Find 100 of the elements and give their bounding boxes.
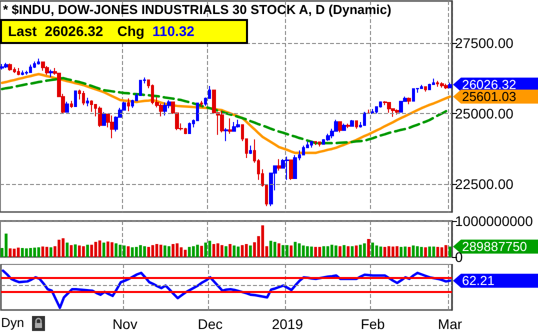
bar xyxy=(204,242,208,257)
bar xyxy=(78,245,81,257)
bar xyxy=(404,246,407,257)
bar xyxy=(86,244,89,257)
x-tick-label: Feb xyxy=(360,316,386,332)
candlestick xyxy=(318,141,321,147)
bar xyxy=(318,246,322,257)
annotation: Chg xyxy=(117,23,144,39)
bar xyxy=(224,246,228,257)
x-tick-label: Nov xyxy=(112,316,138,332)
candlestick xyxy=(200,100,203,108)
bar xyxy=(420,246,423,257)
bar xyxy=(62,238,65,257)
bar xyxy=(358,244,362,257)
candlestick xyxy=(98,106,102,128)
candlestick xyxy=(277,158,281,172)
bar xyxy=(290,245,293,257)
bar xyxy=(143,246,146,257)
bar xyxy=(134,246,138,257)
bar xyxy=(33,248,36,257)
candlestick xyxy=(387,102,391,114)
bar xyxy=(334,245,338,257)
bar xyxy=(200,246,203,257)
bar xyxy=(147,246,150,257)
candlestick xyxy=(363,111,366,126)
bar xyxy=(278,243,280,257)
bar xyxy=(188,246,191,257)
bar xyxy=(74,244,77,257)
y-tick-label: 22500.00 xyxy=(455,176,514,192)
bar xyxy=(232,245,236,257)
candlestick xyxy=(420,84,423,90)
bar xyxy=(261,225,264,257)
bar xyxy=(286,245,289,257)
bar xyxy=(249,245,252,257)
bar xyxy=(216,243,220,257)
candlestick xyxy=(355,120,358,130)
bar xyxy=(12,248,16,257)
x-tick-label: 2019 xyxy=(272,316,304,332)
bar xyxy=(110,242,114,257)
candlestick xyxy=(236,119,240,128)
candlestick xyxy=(289,159,293,180)
bar xyxy=(192,246,195,257)
bar xyxy=(371,242,374,257)
candlestick xyxy=(163,102,167,116)
candlestick xyxy=(424,86,427,92)
candlestick xyxy=(310,141,313,148)
candlestick xyxy=(314,140,317,146)
candlestick xyxy=(342,123,346,131)
bar xyxy=(444,245,448,257)
bar xyxy=(244,244,248,257)
candlestick xyxy=(41,60,45,72)
candlestick xyxy=(249,145,252,155)
candlestick xyxy=(45,65,49,76)
annotation: 110.32 xyxy=(152,23,194,39)
bar xyxy=(302,245,305,257)
candlestick xyxy=(8,62,12,72)
candlestick xyxy=(188,122,191,134)
bar xyxy=(114,243,118,257)
bar xyxy=(172,244,174,257)
bar xyxy=(118,244,122,257)
candlestick xyxy=(86,97,89,107)
x-tick-label: Dec xyxy=(198,316,223,332)
candlestick xyxy=(90,100,93,112)
annotation: 62.21 xyxy=(462,273,495,288)
candlestick xyxy=(346,123,350,129)
chart-title: * $INDU, DOW-JONES INDUSTRIALS 30 STOCK A, D (Dynamic) xyxy=(3,2,392,17)
bar xyxy=(416,246,419,257)
bar xyxy=(220,245,224,257)
bar xyxy=(310,246,313,257)
bar xyxy=(58,240,60,257)
bar xyxy=(90,244,94,257)
candlestick xyxy=(4,62,8,68)
candlestick xyxy=(21,70,24,76)
bar xyxy=(20,248,24,257)
bar xyxy=(82,246,85,257)
bar xyxy=(428,246,432,257)
bar xyxy=(396,246,398,257)
bar xyxy=(387,246,390,257)
candlestick xyxy=(412,88,415,102)
candlestick xyxy=(65,101,69,113)
bar xyxy=(176,243,179,257)
bar xyxy=(400,246,403,257)
bar xyxy=(130,247,134,257)
bar xyxy=(367,239,370,257)
annotation: 26026.32 xyxy=(44,23,104,39)
bar xyxy=(25,248,28,257)
y-tick-label: 27500.00 xyxy=(455,35,514,52)
candlestick xyxy=(444,83,448,90)
candlestick xyxy=(110,115,114,139)
bar xyxy=(45,246,48,257)
candlestick xyxy=(224,128,228,142)
bar xyxy=(163,245,166,257)
candlestick xyxy=(70,100,73,108)
bar xyxy=(330,244,334,257)
bar xyxy=(424,247,427,257)
bar xyxy=(282,245,284,257)
candlestick xyxy=(338,121,342,133)
candlestick xyxy=(127,98,130,112)
candlestick xyxy=(82,90,85,106)
bar xyxy=(139,245,142,257)
